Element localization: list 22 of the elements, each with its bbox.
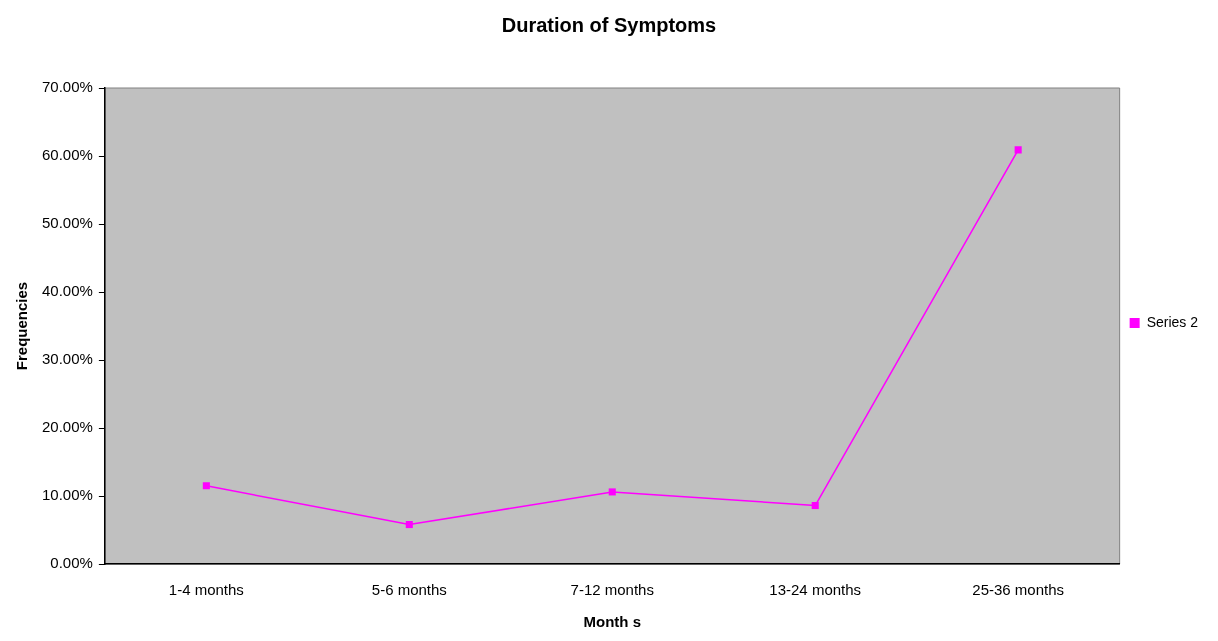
x-tick-label: 7-12 months: [570, 581, 654, 599]
y-tick-label: 50.00%: [42, 214, 93, 232]
legend-label: Series 2: [1146, 313, 1199, 330]
y-tick-label: 30.00%: [42, 350, 93, 368]
y-tick-label: 10.00%: [42, 486, 93, 504]
x-tick-label: 25-36 months: [972, 581, 1065, 599]
x-tick-label: 1-4 months: [168, 581, 244, 599]
y-tick-label: 40.00%: [42, 282, 93, 300]
point: [608, 488, 616, 496]
point: [405, 521, 413, 529]
point: [811, 501, 819, 510]
y-tick-label: 20.00%: [42, 418, 93, 436]
y-axis-title: Frequencies: [13, 281, 31, 371]
point: [202, 482, 210, 490]
y-tick-label: 0.00%: [50, 554, 93, 572]
x-tick-label: 5-6 months: [371, 581, 447, 599]
chart-title: Duration of Symptoms: [501, 13, 717, 36]
y-tick-label: 60.00%: [42, 146, 93, 164]
y-tick-label: 70.00%: [42, 78, 93, 96]
x-axis-title: Month s: [583, 613, 642, 631]
point: [1014, 146, 1022, 154]
x-tick-label: 13-24 months: [769, 581, 862, 599]
